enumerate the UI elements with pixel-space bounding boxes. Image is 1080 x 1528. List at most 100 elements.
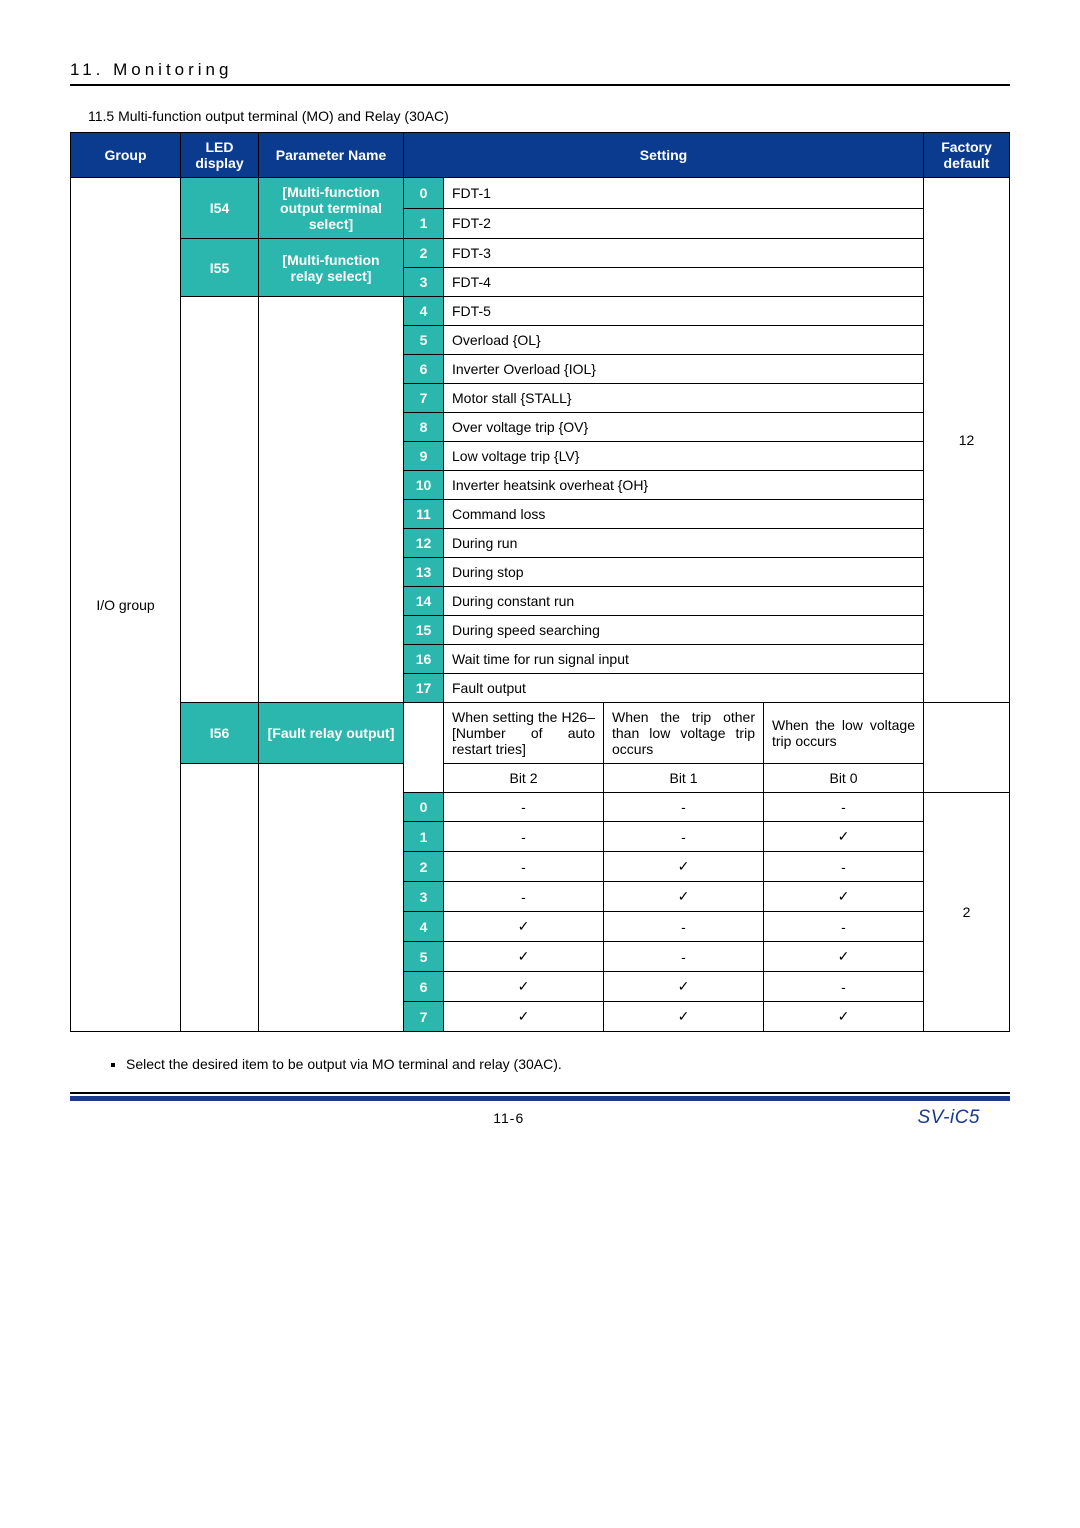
factory-blank bbox=[924, 703, 1010, 793]
fault-header-a: When setting the H26– [Number of auto re… bbox=[444, 703, 604, 764]
param-cell: [Multi-function relay select] bbox=[259, 239, 404, 297]
setting-num: 13 bbox=[404, 558, 444, 587]
table-header-row: Group LED display Parameter Name Setting… bbox=[71, 133, 1010, 178]
setting-text: FDT-5 bbox=[444, 297, 924, 326]
page-footer: 11-6 SV-iC5 bbox=[70, 1101, 1010, 1129]
fault-header-b: When the trip other than low voltage tri… bbox=[604, 703, 764, 764]
setting-text: FDT-2 bbox=[444, 208, 924, 239]
section-subtitle: 11.5 Multi-function output terminal (MO)… bbox=[88, 108, 1010, 124]
header-led: LED display bbox=[181, 133, 259, 178]
setting-num: 1 bbox=[404, 208, 444, 239]
fault-bit: ✓ bbox=[764, 882, 924, 912]
fault-bit: - bbox=[444, 793, 604, 822]
fault-bit: - bbox=[764, 793, 924, 822]
table-row: I55 [Multi-function relay select] 2 FDT-… bbox=[71, 239, 1010, 268]
fault-num: 4 bbox=[404, 912, 444, 942]
table-row: Bit 2 Bit 1 Bit 0 bbox=[71, 764, 1010, 793]
setting-text: During constant run bbox=[444, 587, 924, 616]
setting-text: During speed searching bbox=[444, 616, 924, 645]
param-cell: [Multi-function output terminal select] bbox=[259, 178, 404, 239]
fault-bit: ✓ bbox=[444, 1002, 604, 1032]
setting-num: 5 bbox=[404, 326, 444, 355]
setting-num: 9 bbox=[404, 442, 444, 471]
fault-bit: - bbox=[604, 822, 764, 852]
param-cell: [Fault relay output] bbox=[259, 703, 404, 764]
fault-bit: ✓ bbox=[604, 882, 764, 912]
fault-num: 5 bbox=[404, 942, 444, 972]
fault-num: 0 bbox=[404, 793, 444, 822]
section-title: 11. Monitoring bbox=[70, 60, 1010, 86]
header-param: Parameter Name bbox=[259, 133, 404, 178]
param-blank bbox=[259, 764, 404, 1032]
led-blank bbox=[181, 297, 259, 703]
fault-bit: ✓ bbox=[604, 972, 764, 1002]
bit-label: Bit 2 bbox=[444, 764, 604, 793]
setting-text: During run bbox=[444, 529, 924, 558]
setting-num: 16 bbox=[404, 645, 444, 674]
header-factory: Factory default bbox=[924, 133, 1010, 178]
note-item: Select the desired item to be output via… bbox=[126, 1056, 1010, 1072]
fault-bit: ✓ bbox=[604, 852, 764, 882]
fault-bit: - bbox=[764, 972, 924, 1002]
led-cell: I56 bbox=[181, 703, 259, 764]
led-cell: I54 bbox=[181, 178, 259, 239]
table-row: I56 [Fault relay output] When setting th… bbox=[71, 703, 1010, 764]
page-number: 11-6 bbox=[493, 1110, 524, 1126]
led-blank bbox=[181, 764, 259, 1032]
fault-bit: ✓ bbox=[444, 972, 604, 1002]
fault-bit: - bbox=[604, 912, 764, 942]
setting-text: FDT-3 bbox=[444, 239, 924, 268]
setting-num: 6 bbox=[404, 355, 444, 384]
fault-bit: - bbox=[764, 852, 924, 882]
table-row: 4 FDT-5 bbox=[71, 297, 1010, 326]
fault-num: 7 bbox=[404, 1002, 444, 1032]
setting-num: 14 bbox=[404, 587, 444, 616]
setting-text: Wait time for run signal input bbox=[444, 645, 924, 674]
setting-text: FDT-4 bbox=[444, 268, 924, 297]
table-row: I/O group I54 [Multi-function output ter… bbox=[71, 178, 1010, 209]
setting-text: Inverter heatsink overheat {OH} bbox=[444, 471, 924, 500]
bit-label: Bit 1 bbox=[604, 764, 764, 793]
fault-num: 1 bbox=[404, 822, 444, 852]
setting-num: 10 bbox=[404, 471, 444, 500]
setting-text: During stop bbox=[444, 558, 924, 587]
setting-num: 7 bbox=[404, 384, 444, 413]
led-cell: I55 bbox=[181, 239, 259, 297]
setting-num: 3 bbox=[404, 268, 444, 297]
group-cell: I/O group bbox=[71, 178, 181, 1032]
parameter-table: Group LED display Parameter Name Setting… bbox=[70, 132, 1010, 1032]
setting-num: 2 bbox=[404, 239, 444, 268]
fault-num: 2 bbox=[404, 852, 444, 882]
setting-text: Fault output bbox=[444, 674, 924, 703]
fault-bit: - bbox=[444, 822, 604, 852]
setting-text: FDT-1 bbox=[444, 178, 924, 209]
fault-bit: - bbox=[604, 942, 764, 972]
setting-text: Inverter Overload {IOL} bbox=[444, 355, 924, 384]
setting-num: 15 bbox=[404, 616, 444, 645]
fault-bit: ✓ bbox=[764, 942, 924, 972]
model-name: SV-iC5 bbox=[918, 1107, 980, 1129]
setting-num: 17 bbox=[404, 674, 444, 703]
fault-bit: - bbox=[764, 912, 924, 942]
setting-text: Motor stall {STALL} bbox=[444, 384, 924, 413]
setting-num: 4 bbox=[404, 297, 444, 326]
header-setting: Setting bbox=[404, 133, 924, 178]
fault-bit: ✓ bbox=[764, 822, 924, 852]
fault-bit: - bbox=[444, 852, 604, 882]
setting-num: 0 bbox=[404, 178, 444, 209]
setting-num-blank bbox=[404, 703, 444, 793]
header-group: Group bbox=[71, 133, 181, 178]
fault-num: 3 bbox=[404, 882, 444, 912]
fault-header-c: When the low voltage trip occurs bbox=[764, 703, 924, 764]
factory-default: 12 bbox=[924, 178, 1010, 703]
setting-text: Overload {OL} bbox=[444, 326, 924, 355]
setting-text: Low voltage trip {LV} bbox=[444, 442, 924, 471]
setting-num: 8 bbox=[404, 413, 444, 442]
bit-label: Bit 0 bbox=[764, 764, 924, 793]
setting-num: 11 bbox=[404, 500, 444, 529]
param-blank bbox=[259, 297, 404, 703]
footer-divider-thin bbox=[70, 1092, 1010, 1094]
fault-bit: - bbox=[604, 793, 764, 822]
fault-num: 6 bbox=[404, 972, 444, 1002]
notes-list: Select the desired item to be output via… bbox=[126, 1056, 1010, 1072]
